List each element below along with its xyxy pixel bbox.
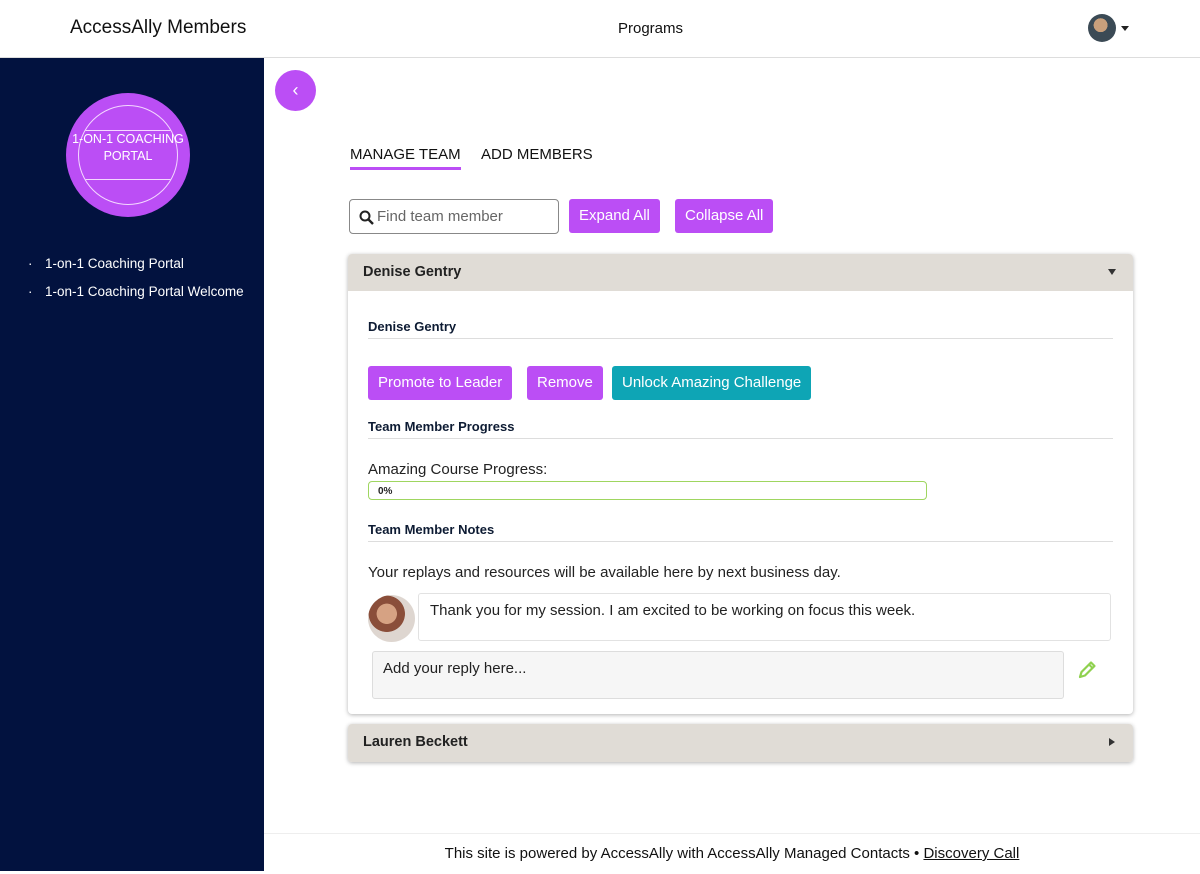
progress-heading: Team Member Progress (368, 419, 1113, 439)
member-name: Lauren Beckett (363, 734, 468, 750)
reply-input[interactable]: Add your reply here... (372, 651, 1064, 699)
sidebar: 1-ON-1 COACHING PORTAL 1-on-1 Coaching P… (0, 58, 264, 871)
back-button[interactable]: ‹ (275, 70, 316, 111)
note-message: Thank you for my session. I am excited t… (418, 593, 1111, 641)
member-card: Denise Gentry Denise Gentry Promote to L… (348, 254, 1133, 714)
notes-heading: Team Member Notes (368, 522, 1113, 542)
brand-title[interactable]: AccessAlly Members (70, 17, 247, 38)
discovery-call-link[interactable]: Discovery Call (923, 845, 1020, 862)
sidebar-item-coaching-portal-welcome[interactable]: 1-on-1 Coaching Portal Welcome (28, 282, 248, 302)
tab-add-members[interactable]: ADD MEMBERS (481, 146, 593, 163)
member-name: Denise Gentry (363, 264, 462, 280)
promote-to-leader-button[interactable]: Promote to Leader (368, 366, 513, 400)
footer: This site is powered by AccessAlly with … (264, 833, 1200, 871)
chevron-left-icon: ‹ (292, 80, 299, 100)
sidebar-item-coaching-portal[interactable]: 1-on-1 Coaching Portal (28, 254, 248, 274)
remove-button[interactable]: Remove (527, 366, 603, 400)
member-detail-name: Denise Gentry (368, 319, 1113, 339)
search-input[interactable] (377, 200, 555, 233)
portal-logo: 1-ON-1 COACHING PORTAL (66, 93, 190, 217)
collapse-all-button[interactable]: Collapse All (675, 199, 774, 233)
notes-intro: Your replays and resources will be avail… (368, 564, 841, 581)
progress-text: 0% (378, 486, 393, 497)
search-field[interactable] (349, 199, 559, 234)
expand-all-button[interactable]: Expand All (569, 199, 660, 233)
tab-manage-team[interactable]: MANAGE TEAM (350, 146, 461, 170)
user-avatar-icon[interactable] (1088, 14, 1116, 42)
footer-text: This site is powered by AccessAlly with … (444, 845, 920, 862)
search-icon (359, 210, 374, 225)
triangle-right-icon (1109, 738, 1115, 746)
nav-programs-link[interactable]: Programs (618, 20, 684, 37)
progress-bar: 0% (368, 481, 927, 500)
top-header: AccessAlly Members Programs (0, 0, 1200, 58)
unlock-challenge-button[interactable]: Unlock Amazing Challenge (612, 366, 812, 400)
note-author-avatar (368, 595, 415, 642)
triangle-down-icon (1108, 269, 1116, 275)
member-header[interactable]: Denise Gentry (348, 254, 1133, 291)
progress-label: Amazing Course Progress: (368, 461, 548, 478)
logo-text: 1-ON-1 COACHING PORTAL (72, 132, 184, 163)
member-header[interactable]: Lauren Beckett (348, 724, 1133, 762)
caret-down-icon[interactable] (1121, 26, 1129, 31)
pencil-icon[interactable] (1076, 659, 1098, 681)
member-card-collapsed: Lauren Beckett (348, 724, 1133, 762)
